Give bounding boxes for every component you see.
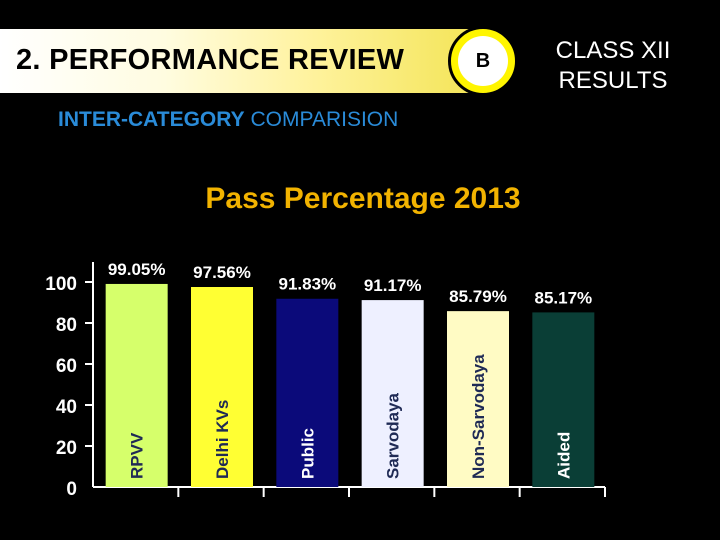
subtitle-bold: INTER-CATEGORY	[58, 108, 245, 131]
bar	[105, 283, 168, 487]
data-label: 85.79%	[449, 287, 507, 306]
category-label: Delhi KVs	[213, 400, 232, 479]
data-label: 91.83%	[278, 275, 336, 294]
y-tick-label: 100	[45, 274, 77, 295]
section-badge-label: B	[458, 36, 508, 86]
results-heading-line1: CLASS XII	[555, 37, 671, 64]
bar	[447, 311, 509, 487]
y-tick-label: 40	[56, 397, 77, 418]
y-tick-label: 20	[56, 438, 77, 459]
header-banner	[0, 29, 470, 93]
page-title: 2. PERFORMANCE REVIEW	[16, 44, 405, 76]
header-right-panel	[518, 29, 720, 93]
subtitle-rest: COMPARISION	[244, 108, 399, 131]
chart-axes: 0 20 40 60 80 100	[45, 262, 606, 500]
bar	[532, 312, 595, 487]
category-label: Aided	[554, 432, 573, 479]
category-label: Non-Sarvodaya	[469, 354, 488, 479]
chart-bars: 99.05% RPVV 97.56% Delhi KVs 91.83% Public 91.…	[105, 260, 595, 487]
data-label: 91.17%	[364, 276, 422, 295]
category-label: RPVV	[128, 432, 147, 479]
bar	[361, 300, 424, 487]
data-label: 99.05%	[108, 260, 166, 279]
results-heading-line2: RESULTS	[558, 67, 668, 94]
category-label: Sarvodaya	[384, 392, 403, 479]
data-label: 85.17%	[534, 288, 592, 307]
y-tick-label: 80	[56, 315, 77, 336]
section-subtitle: INTER-CATEGORY COMPARISION	[58, 108, 398, 132]
data-label: 97.56%	[193, 263, 251, 282]
bar	[276, 298, 339, 487]
bar	[191, 287, 253, 487]
section-badge: B	[448, 26, 518, 96]
results-heading: CLASS XII RESULTS	[518, 36, 708, 96]
y-tick-label: 0	[66, 479, 77, 500]
category-label: Public	[298, 428, 317, 479]
chart-title: Pass Percentage 2013	[205, 182, 520, 215]
y-tick-label: 60	[56, 356, 77, 377]
